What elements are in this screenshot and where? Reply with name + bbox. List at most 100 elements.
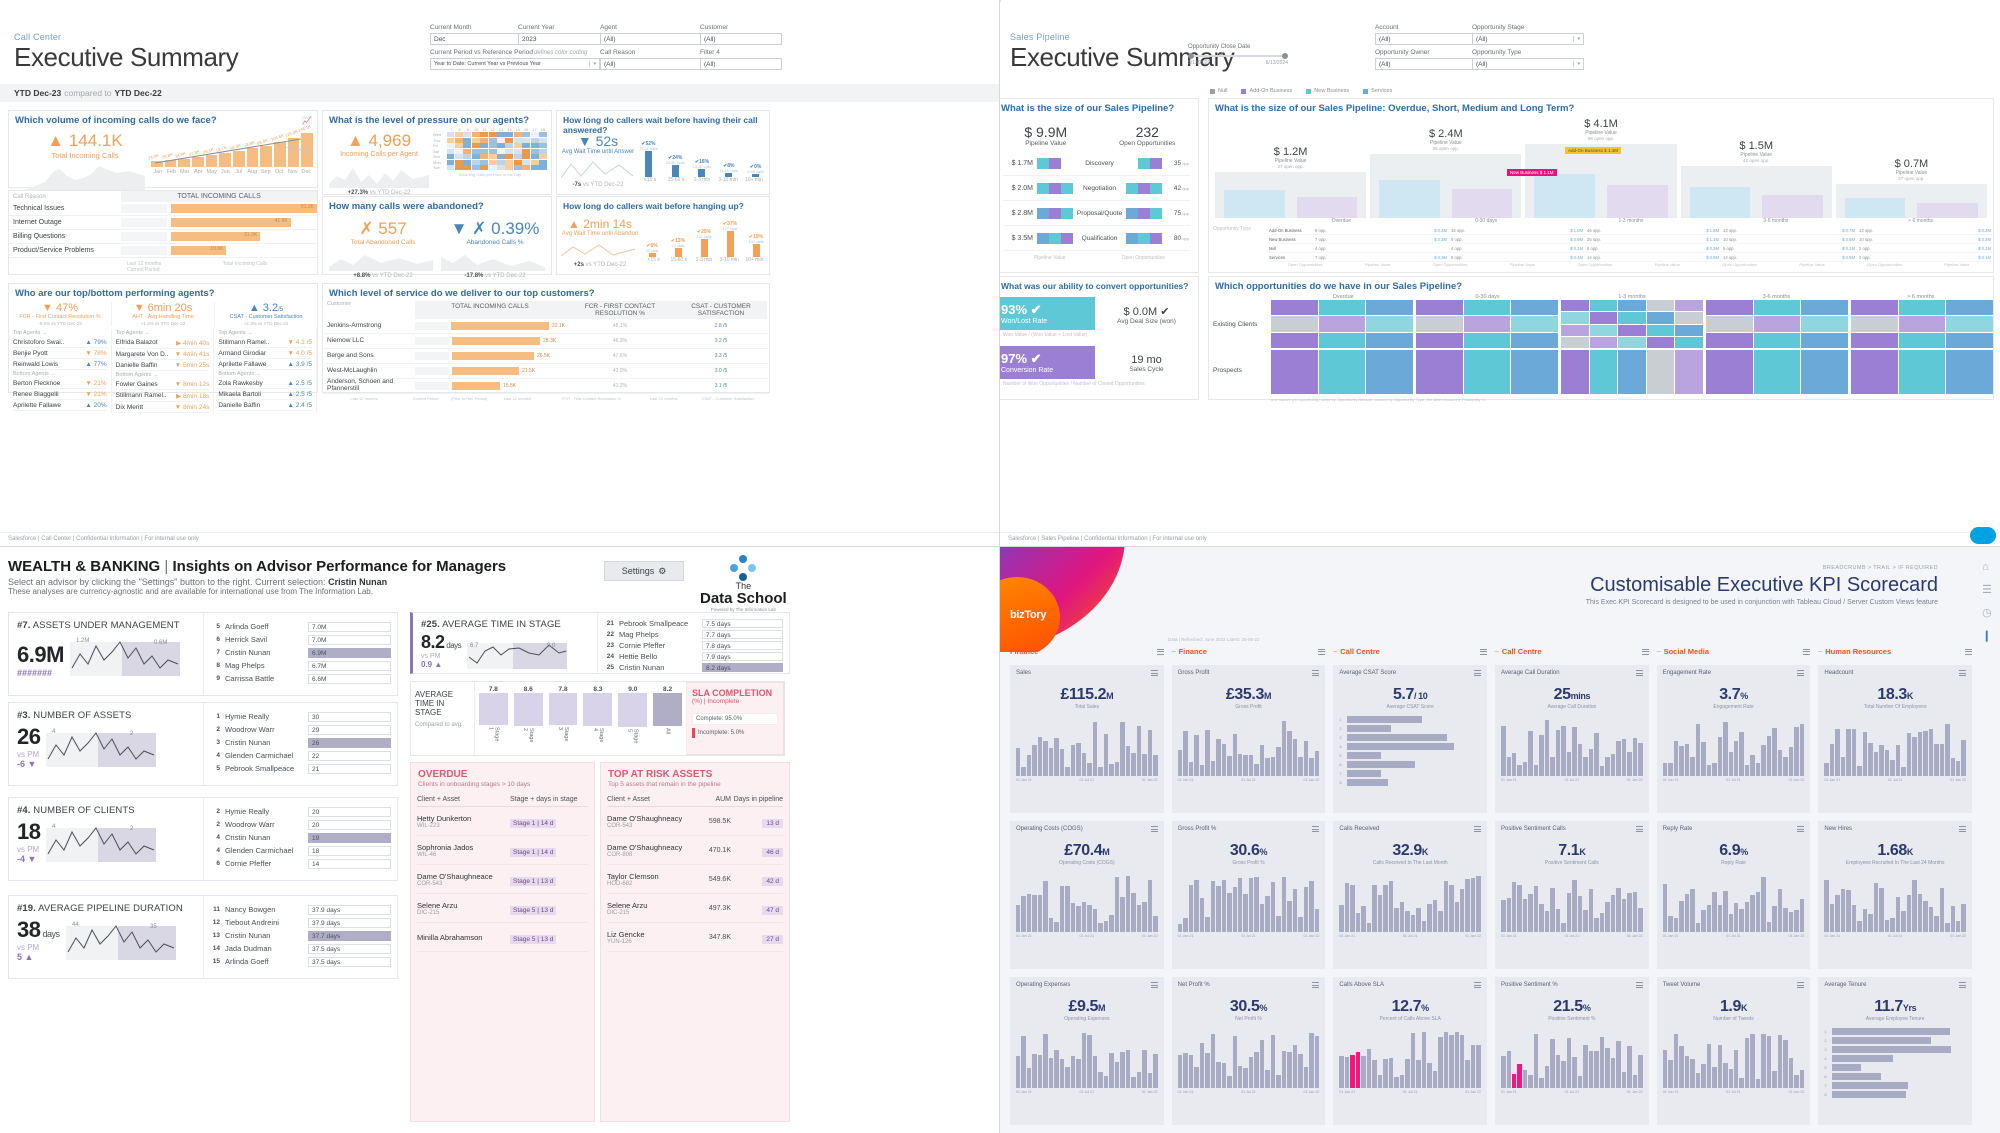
treemap-tile[interactable] [1851, 333, 1898, 348]
scorecard-kpi-card[interactable]: Operating Costs (COGS) £70.4M Operating … [1010, 821, 1164, 969]
overdue-row[interactable]: Dame O'Shaughneace COR-543 Stage 1 | 13 … [417, 865, 588, 894]
bookmark-icon[interactable]: ❙ [1982, 629, 1992, 642]
agent-row[interactable]: Danielle Baffin ▼ 5min 25s [116, 360, 210, 371]
menu-icon[interactable] [1959, 826, 1966, 832]
pipeline-stage-row[interactable]: $ 3.5M Qualification 80 opp. [1003, 226, 1190, 251]
treemap-tile[interactable] [1706, 300, 1753, 315]
treemap-tile[interactable] [1366, 316, 1413, 331]
scorecard-kpi-card[interactable]: Positive Sentiment % 21.5% Positive Sent… [1495, 977, 1649, 1125]
filter-4-box[interactable]: (All) [700, 58, 782, 70]
treemap-tile[interactable] [1706, 333, 1753, 348]
menu-icon[interactable] [1636, 826, 1643, 832]
filter-call-reason[interactable]: Call Reason (All)▾ [600, 49, 712, 70]
advisor-rank-row[interactable]: 15 Arlinda Goeff 37.5 days [210, 955, 391, 968]
call-reason-row[interactable]: Internet Outage 41.9K [9, 216, 317, 230]
pipeline-stage-row[interactable]: $ 1.7M Discovery 35 opp. [1003, 151, 1190, 176]
date-slider-handle-right[interactable] [1282, 53, 1288, 59]
treemap-tile[interactable] [1618, 337, 1646, 348]
advisor-rank-row[interactable]: 2 Woodrow Warr 20 [210, 818, 391, 831]
filter-opportunity-owner-box[interactable]: (All)▾ [1375, 58, 1487, 70]
treemap-tile[interactable] [1754, 316, 1801, 331]
agent-row[interactable]: Dix Meritt ▼ 8min 24s [116, 402, 210, 413]
treemap-tile[interactable] [1366, 350, 1413, 394]
scorecard-section-header[interactable]: Finance [1010, 647, 1164, 656]
treemap-tile[interactable] [1561, 312, 1589, 323]
treemap-tile[interactable] [1801, 316, 1848, 331]
scorecard-kpi-card[interactable]: Sales £115.2M Total Sales 01 Jan 21 01 J… [1010, 665, 1164, 813]
treemap-tile[interactable] [1319, 350, 1366, 394]
treemap-tile[interactable] [1511, 316, 1558, 331]
legend-item[interactable]: Services [1363, 88, 1392, 94]
atrisk-row[interactable]: Dame O'Shaughneacy COR-543 598.5K 13 d [607, 807, 783, 836]
treemap-tile[interactable] [1706, 350, 1753, 394]
scorecard-kpi-card[interactable]: Tweet Volume 1.9K Number of Tweets 01 Ja… [1657, 977, 1811, 1125]
filter-agent-box[interactable]: (All)▾ [600, 33, 712, 45]
scorecard-kpi-card[interactable]: Average Call Duration 25mins Average Cal… [1495, 665, 1649, 813]
menu-icon[interactable] [1797, 670, 1804, 676]
treemap-tile[interactable] [1271, 300, 1318, 315]
treemap-tile[interactable] [1618, 350, 1646, 394]
scorecard-kpi-card[interactable]: Average CSAT Score 5.7/ 10 Average CSAT … [1333, 665, 1487, 813]
overdue-row[interactable]: Sophronia Jados WIL-46 Stage 1 | 14 d [417, 836, 588, 865]
agent-row[interactable]: Danielle Baffin ▲ 2.4 /5 [218, 400, 312, 411]
clock-icon[interactable]: ◷ [1982, 606, 1992, 619]
agent-row[interactable]: Stillmann Ramel.. ▶ 8min 18s [116, 390, 210, 402]
treemap-tile[interactable] [1675, 325, 1703, 336]
advisor-rank-row[interactable]: 13 Cristin Nunan 37.7 days [210, 929, 391, 942]
advisor-rank-row[interactable]: 21 Pebrook Smallpeace 7.5 days [604, 618, 783, 629]
menu-icon[interactable] [1312, 826, 1319, 832]
chevron-down-icon[interactable]: ▾ [1573, 61, 1580, 67]
scorecard-section-header[interactable]: – Finance [1172, 647, 1326, 656]
agent-row[interactable]: Stillmann Ramel.. ▼ 4.1 /5 [218, 337, 312, 348]
atrisk-row[interactable]: Taylor Clemson HOD-682 549.6K 42 d [607, 865, 783, 894]
overdue-row[interactable]: Selene Arzu DIC-215 Stage 5 | 13 d [417, 894, 588, 923]
treemap-tile[interactable] [1754, 350, 1801, 394]
scorecard-kpi-card[interactable]: Calls Received 32.9K Calls Received In T… [1333, 821, 1487, 969]
wealth-kpi-card[interactable]: #19. AVERAGE PIPELINE DURATION 38 days v… [8, 895, 398, 979]
advisor-rank-row[interactable]: 23 Cornie Pfeffer 7.8 days [604, 640, 783, 651]
advisor-rank-row[interactable]: 2 Woodrow Warr 29 [210, 723, 391, 736]
call-reason-row[interactable]: Billing Questions 31.3K [9, 230, 317, 244]
menu-icon[interactable] [1480, 649, 1487, 655]
scorecard-section-header[interactable]: – Call Centre [1333, 647, 1487, 656]
chevron-down-icon[interactable]: ▾ [589, 61, 596, 67]
treemap-tile[interactable] [1416, 300, 1463, 315]
advisor-rank-row[interactable]: 6 Cornie Pfeffer 14 [210, 857, 391, 870]
atrisk-row[interactable]: Liz Gencke YUN-126 347.8K 27 d [607, 923, 783, 952]
treemap-tile[interactable] [1590, 337, 1618, 348]
filter-agent[interactable]: Agent (All)▾ [600, 24, 712, 45]
agent-row[interactable]: Elfrida Balazot ▶ 4min 40s [116, 337, 210, 349]
treemap-tile[interactable] [1647, 337, 1675, 348]
advisor-rank-row[interactable]: 25 Cristin Nunan 8.2 days [604, 662, 783, 673]
treemap-tile[interactable] [1754, 333, 1801, 348]
agent-row[interactable]: Benjie Pyott ▼ 78% [13, 348, 107, 359]
treemap-tile[interactable] [1271, 333, 1318, 348]
advisor-rank-row[interactable]: 5 Arlinda Goeff 7.0M [210, 620, 391, 633]
treemap-tile[interactable] [1706, 316, 1753, 331]
settings-button[interactable]: Settings ⚙ [604, 561, 684, 581]
treemap-tile[interactable] [1801, 333, 1848, 348]
agent-row[interactable]: Zola Rawkesby ▲ 2.5 /5 [218, 378, 312, 389]
treemap-tile[interactable] [1366, 333, 1413, 348]
menu-icon[interactable] [1474, 670, 1481, 676]
menu-icon[interactable] [1965, 649, 1972, 655]
legend-item[interactable]: Add-On Business [1241, 88, 1292, 94]
atrisk-row[interactable]: Dame O'Shaughneacy COR-808 470.1K 46 d [607, 836, 783, 865]
filter-opportunity-type[interactable]: Opportunity Type (All) ▾ [1472, 49, 1584, 70]
filter-opportunity-stage[interactable]: Opportunity Stage (All) ▾ [1472, 24, 1584, 45]
filter-opportunity-owner[interactable]: Opportunity Owner (All)▾ [1375, 49, 1487, 70]
advisor-rank-row[interactable]: 24 Hettie Bello 7.9 days [604, 651, 783, 662]
menu-icon[interactable] [1642, 649, 1649, 655]
treemap-tile[interactable] [1464, 350, 1511, 394]
customer-row[interactable]: West-McLaughlin 21.5K 43.9% 3.0 /5 [323, 364, 769, 379]
scorecard-kpi-card[interactable]: Average Tenure 11.7Yrs Average Employee … [1818, 977, 1972, 1125]
scorecard-kpi-card[interactable]: Headcount 18.3K Total Number Of Employee… [1818, 665, 1972, 813]
customer-row[interactable]: Niemow LLC 28.3K 46.3% 3.2 /5 [323, 334, 769, 349]
menu-icon[interactable] [1959, 982, 1966, 988]
treemap-tile[interactable] [1946, 350, 1993, 394]
collapse-icon[interactable]: – [1333, 648, 1337, 655]
menu-icon[interactable] [1636, 982, 1643, 988]
agent-row[interactable]: Renee Biaggelli ▼ 21% [13, 389, 107, 400]
treemap-tile[interactable] [1946, 316, 1993, 331]
treemap-tile[interactable] [1590, 300, 1618, 311]
